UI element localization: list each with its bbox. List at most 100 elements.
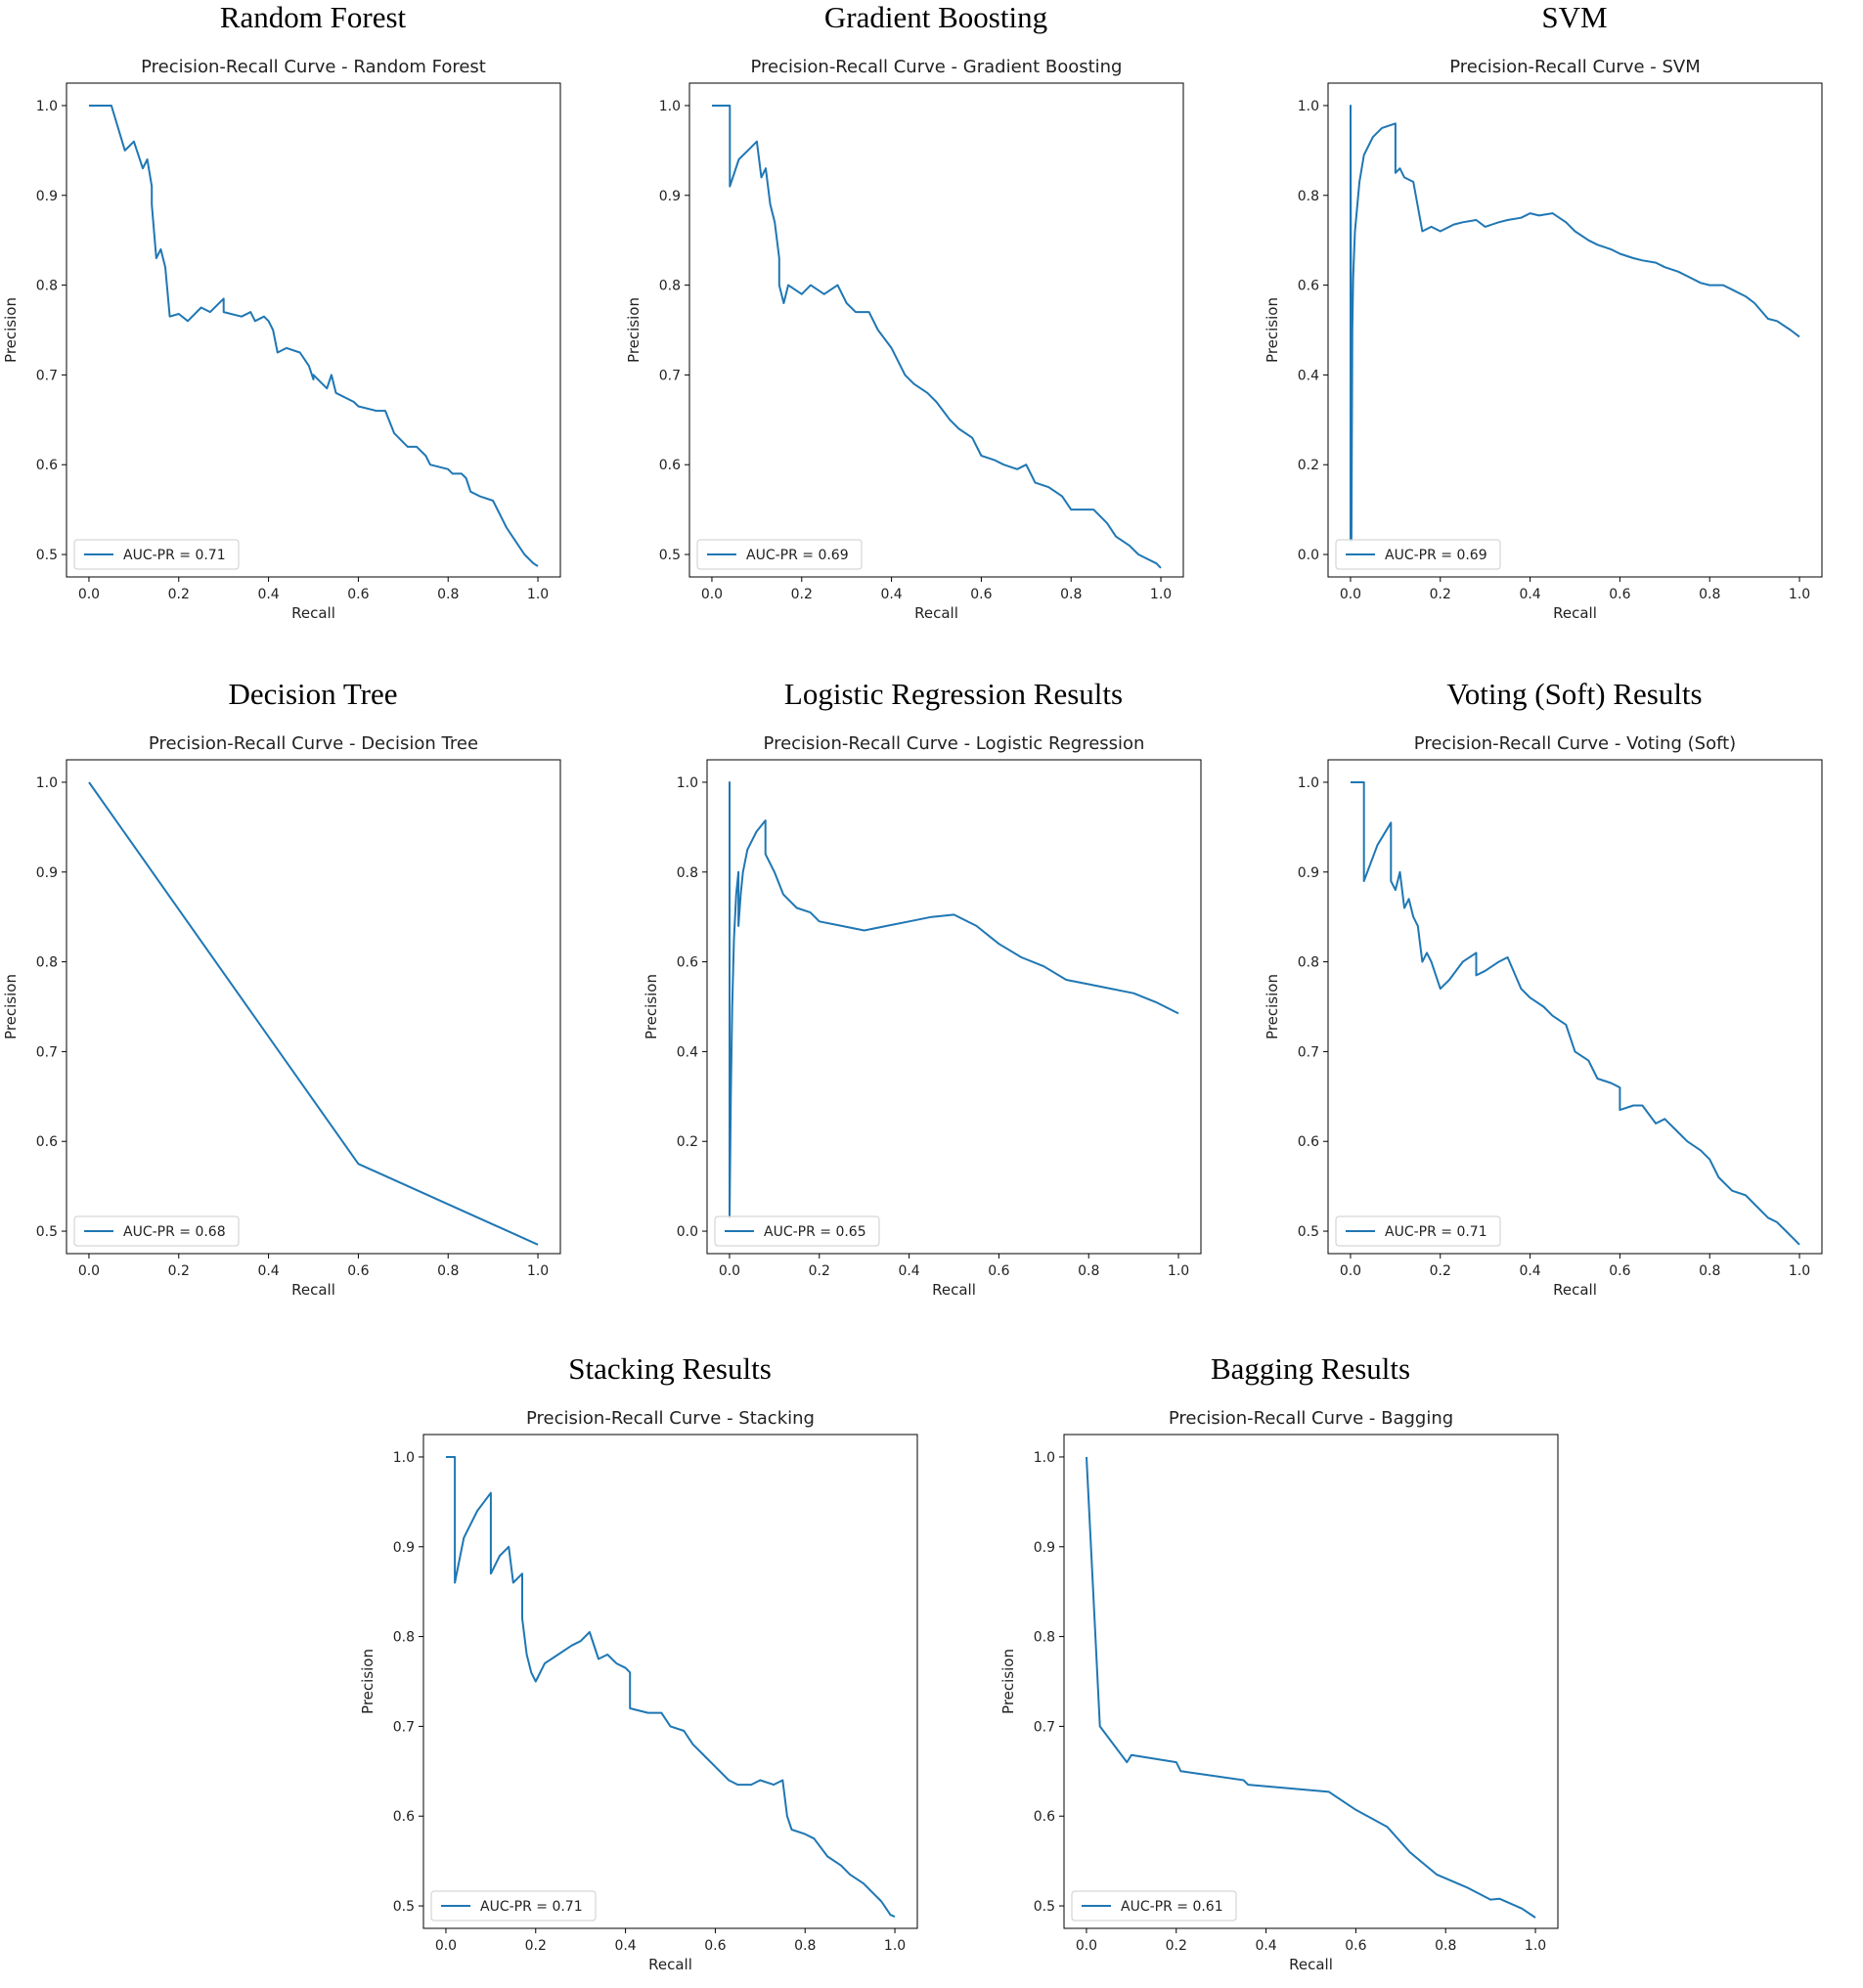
x-tick-label: 0.2 [1430, 1263, 1451, 1279]
y-tick-label: 0.6 [1298, 1134, 1319, 1150]
axes-frame [66, 82, 561, 578]
chart-voting-soft: Precision-Recall Curve - Voting (Soft) 0.… [1264, 733, 1823, 1299]
legend-label: AUC-PR = 0.69 [1385, 548, 1487, 563]
axes-frame [688, 82, 1184, 578]
y-tick-label: 0.7 [36, 368, 58, 383]
y-tick-label: 1.0 [36, 99, 58, 114]
x-tick-label: 0.6 [1345, 1938, 1366, 1954]
x-tick-label: 0.6 [704, 1938, 726, 1954]
panel-random-forest: Random Forest Precision-Recall Curve - R… [0, 0, 626, 636]
chart-title: Precision-Recall Curve - Bagging [1169, 1408, 1453, 1429]
y-tick-label: 1.0 [1034, 1450, 1055, 1466]
y-tick-label: 0.8 [1298, 955, 1319, 971]
y-tick-label: 0.6 [393, 1809, 415, 1825]
panel-voting-soft: Voting (Soft) Results Precision-Recall C… [1262, 677, 1863, 1312]
x-tick-label: 0.6 [970, 587, 992, 602]
x-tick-label: 0.4 [880, 587, 902, 602]
y-tick-label: 0.8 [659, 279, 681, 294]
x-tick-label: 0.4 [1519, 587, 1540, 602]
legend-label: AUC-PR = 0.71 [1385, 1224, 1487, 1240]
legend-label: AUC-PR = 0.71 [123, 548, 226, 563]
x-tick-label: 0.0 [78, 587, 100, 602]
y-tick-label: 1.0 [659, 99, 681, 114]
legend-label: AUC-PR = 0.68 [123, 1224, 226, 1240]
y-tick-label: 1.0 [36, 775, 58, 791]
y-tick-label: 0.7 [1298, 1044, 1319, 1060]
series-line [1350, 105, 1800, 543]
y-tick-label: 0.5 [1034, 1899, 1055, 1915]
x-tick-label: 0.0 [719, 1263, 740, 1279]
chart-gradient-boosting: Precision-Recall Curve - Gradient Boosti… [625, 57, 1184, 622]
axes-frame [422, 1434, 918, 1929]
x-axis-label: Recall [932, 1281, 976, 1299]
x-axis-label: Recall [1553, 1281, 1597, 1299]
x-tick-label: 0.4 [1519, 1263, 1540, 1279]
x-axis-label: Recall [1289, 1956, 1333, 1973]
chart-title: Precision-Recall Curve - Random Forest [141, 57, 486, 77]
series-line [729, 781, 1179, 1219]
y-tick-label: 0.6 [36, 458, 58, 473]
panel-title: Stacking Results [568, 1351, 772, 1386]
axes-frame [1327, 82, 1823, 578]
y-tick-label: 0.5 [659, 548, 681, 563]
y-tick-label: 0.6 [1034, 1809, 1055, 1825]
x-tick-label: 0.8 [794, 1938, 816, 1954]
chart-svm: Precision-Recall Curve - SVM 0.0 0.2 0.4 0.6… [1264, 57, 1823, 622]
y-tick-label: 0.6 [677, 955, 698, 971]
y-tick-label: 0.9 [659, 189, 681, 204]
panel-decision-tree: Decision Tree Precision-Recall Curve - D… [0, 677, 626, 1312]
legend-box [1335, 539, 1501, 570]
panel-bagging: Bagging Results Precision-Recall Curve -… [998, 1351, 1623, 1987]
y-tick-label: 0.6 [659, 458, 681, 473]
axes-frame [66, 759, 561, 1255]
x-tick-label: 0.4 [1255, 1938, 1276, 1954]
y-tick-label: 0.9 [1034, 1540, 1055, 1556]
y-tick-label: 0.5 [1298, 1224, 1319, 1240]
axes-frame [1063, 1434, 1559, 1929]
x-tick-label: 0.2 [791, 587, 813, 602]
chart-logistic-regression: Precision-Recall Curve - Logistic Regres… [643, 733, 1202, 1299]
y-tick-label: 0.8 [677, 865, 698, 881]
chart-title: Precision-Recall Curve - Stacking [526, 1408, 815, 1429]
y-tick-label: 0.7 [36, 1044, 58, 1060]
y-axis-label: Precision [999, 1649, 1017, 1714]
y-tick-label: 0.9 [36, 865, 58, 881]
y-tick-label: 0.4 [1298, 368, 1319, 383]
panel-title: Bagging Results [1210, 1351, 1411, 1386]
x-tick-label: 1.0 [527, 1263, 549, 1279]
panel-stacking: Stacking Results Precision-Recall Curve … [357, 1351, 983, 1987]
x-tick-label: 0.0 [78, 1263, 100, 1279]
x-tick-label: 0.8 [1699, 1263, 1720, 1279]
x-tick-label: 1.0 [1168, 1263, 1189, 1279]
legend-box [1071, 1890, 1237, 1922]
y-tick-label: 0.8 [1034, 1630, 1055, 1646]
panel-title: SVM [1541, 0, 1608, 34]
x-tick-label: 0.4 [614, 1938, 636, 1954]
x-tick-label: 0.8 [1699, 587, 1720, 602]
panel-title: Voting (Soft) Results [1446, 677, 1703, 711]
x-tick-label: 0.2 [1430, 587, 1451, 602]
panel-title: Decision Tree [228, 677, 398, 711]
y-tick-label: 0.8 [36, 955, 58, 971]
y-axis-label: Precision [359, 1649, 377, 1714]
y-tick-label: 1.0 [1298, 775, 1319, 791]
y-tick-label: 0.5 [393, 1899, 415, 1915]
legend-box [714, 1215, 880, 1247]
y-tick-label: 0.9 [1298, 865, 1319, 881]
y-tick-label: 0.5 [36, 1224, 58, 1240]
y-tick-label: 0.8 [36, 279, 58, 294]
axes-frame [706, 759, 1202, 1255]
y-tick-label: 0.4 [677, 1044, 698, 1060]
x-tick-label: 0.2 [525, 1938, 547, 1954]
x-tick-label: 0.2 [168, 587, 190, 602]
y-tick-label: 0.7 [1034, 1719, 1055, 1735]
x-tick-label: 0.8 [1078, 1263, 1099, 1279]
x-tick-label: 1.0 [1525, 1938, 1546, 1954]
x-axis-label: Recall [1553, 604, 1597, 622]
legend-box [73, 539, 240, 570]
y-tick-label: 0.7 [659, 368, 681, 383]
x-tick-label: 0.6 [1609, 1263, 1630, 1279]
x-tick-label: 0.6 [1609, 587, 1630, 602]
y-axis-label: Precision [625, 297, 643, 363]
legend-box [696, 539, 863, 570]
